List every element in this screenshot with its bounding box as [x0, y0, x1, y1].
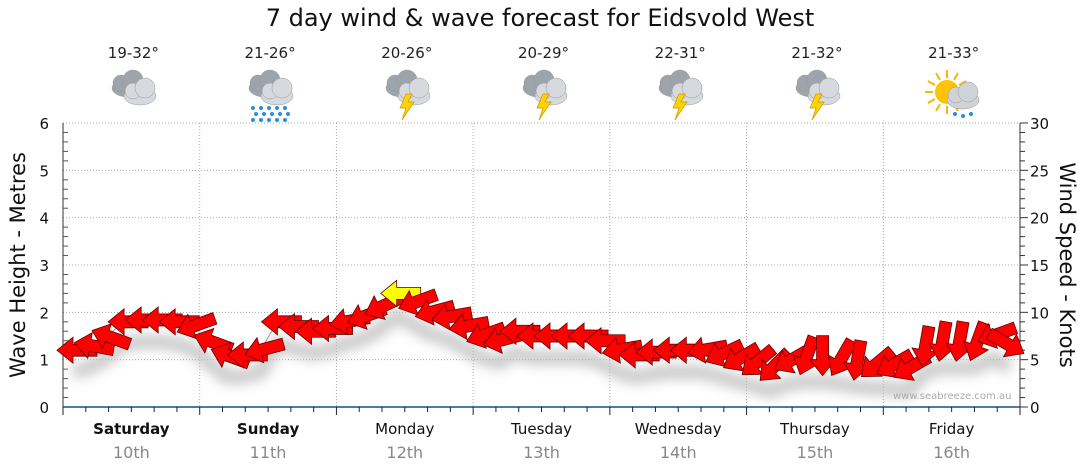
- day-date: 10th: [112, 443, 150, 462]
- left-tick-label: 6: [39, 115, 49, 133]
- day-name: Wednesday: [634, 420, 722, 438]
- day-date: 13th: [523, 443, 560, 462]
- arrow-shadow: [71, 306, 1014, 399]
- wind-arrow: [311, 314, 353, 343]
- left-tick-label: 2: [39, 304, 49, 322]
- sun-shower-icon: [923, 64, 987, 124]
- day-temperature: 21-26°: [244, 44, 296, 62]
- day-date: 15th: [796, 443, 834, 462]
- thunderstorm-icon: [786, 64, 850, 124]
- left-tick-label: 5: [39, 162, 49, 180]
- day-temperature: 21-33°: [928, 44, 980, 62]
- day-name: Tuesday: [510, 420, 573, 438]
- wind-arrow: [380, 279, 422, 308]
- right-tick-label: 25: [1030, 162, 1049, 180]
- left-tick-label: 3: [39, 257, 49, 275]
- watermark: www.seabreeze.com.au: [893, 391, 1012, 402]
- wind-arrow: [985, 327, 1025, 358]
- day-date: 11th: [249, 443, 287, 462]
- right-tick-label: 10: [1030, 304, 1049, 322]
- day-name: Thursday: [780, 420, 850, 438]
- right-tick-label: 15: [1030, 257, 1049, 275]
- right-axis-label: Wind Speed - Knots: [1055, 162, 1079, 368]
- day-date: 12th: [386, 443, 424, 462]
- day-temperature: 19-32°: [107, 44, 159, 62]
- wind-arrow: [584, 326, 626, 355]
- right-tick-label: 20: [1030, 210, 1049, 228]
- day-name: Friday: [928, 420, 975, 438]
- chart-title: 7 day wind & wave forecast for Eidsvold …: [265, 4, 815, 32]
- cloudy-icon: [102, 64, 166, 124]
- day-name: Monday: [375, 420, 435, 438]
- right-tick-label: 30: [1030, 115, 1049, 133]
- wind-arrow: [244, 336, 286, 364]
- wind-arrow: [91, 323, 133, 351]
- right-tick-label: 0: [1030, 399, 1040, 417]
- day-temperature: 20-26°: [381, 44, 433, 62]
- day-name: Sunday: [236, 420, 300, 438]
- left-axis-label: Wave Height - Metres: [6, 152, 30, 378]
- left-tick-label: 4: [39, 210, 49, 228]
- wind-arrow: [963, 320, 991, 362]
- thunderstorm-icon: [376, 64, 440, 124]
- wind-arrow: [448, 312, 490, 341]
- rain-icon: [239, 64, 303, 124]
- day-temperature: 22-31°: [654, 44, 706, 62]
- day-date: 14th: [659, 443, 697, 462]
- left-tick-label: 1: [39, 352, 49, 370]
- day-name: Saturday: [93, 420, 170, 438]
- day-date: 16th: [933, 443, 971, 462]
- wind-arrow: [73, 331, 116, 360]
- day-temperature: 21-32°: [791, 44, 843, 62]
- thunderstorm-icon: [513, 64, 577, 124]
- thunderstorm-icon: [649, 64, 713, 124]
- right-tick-label: 5: [1030, 352, 1040, 370]
- left-tick-label: 0: [39, 399, 49, 417]
- day-temperature: 20-29°: [517, 44, 570, 62]
